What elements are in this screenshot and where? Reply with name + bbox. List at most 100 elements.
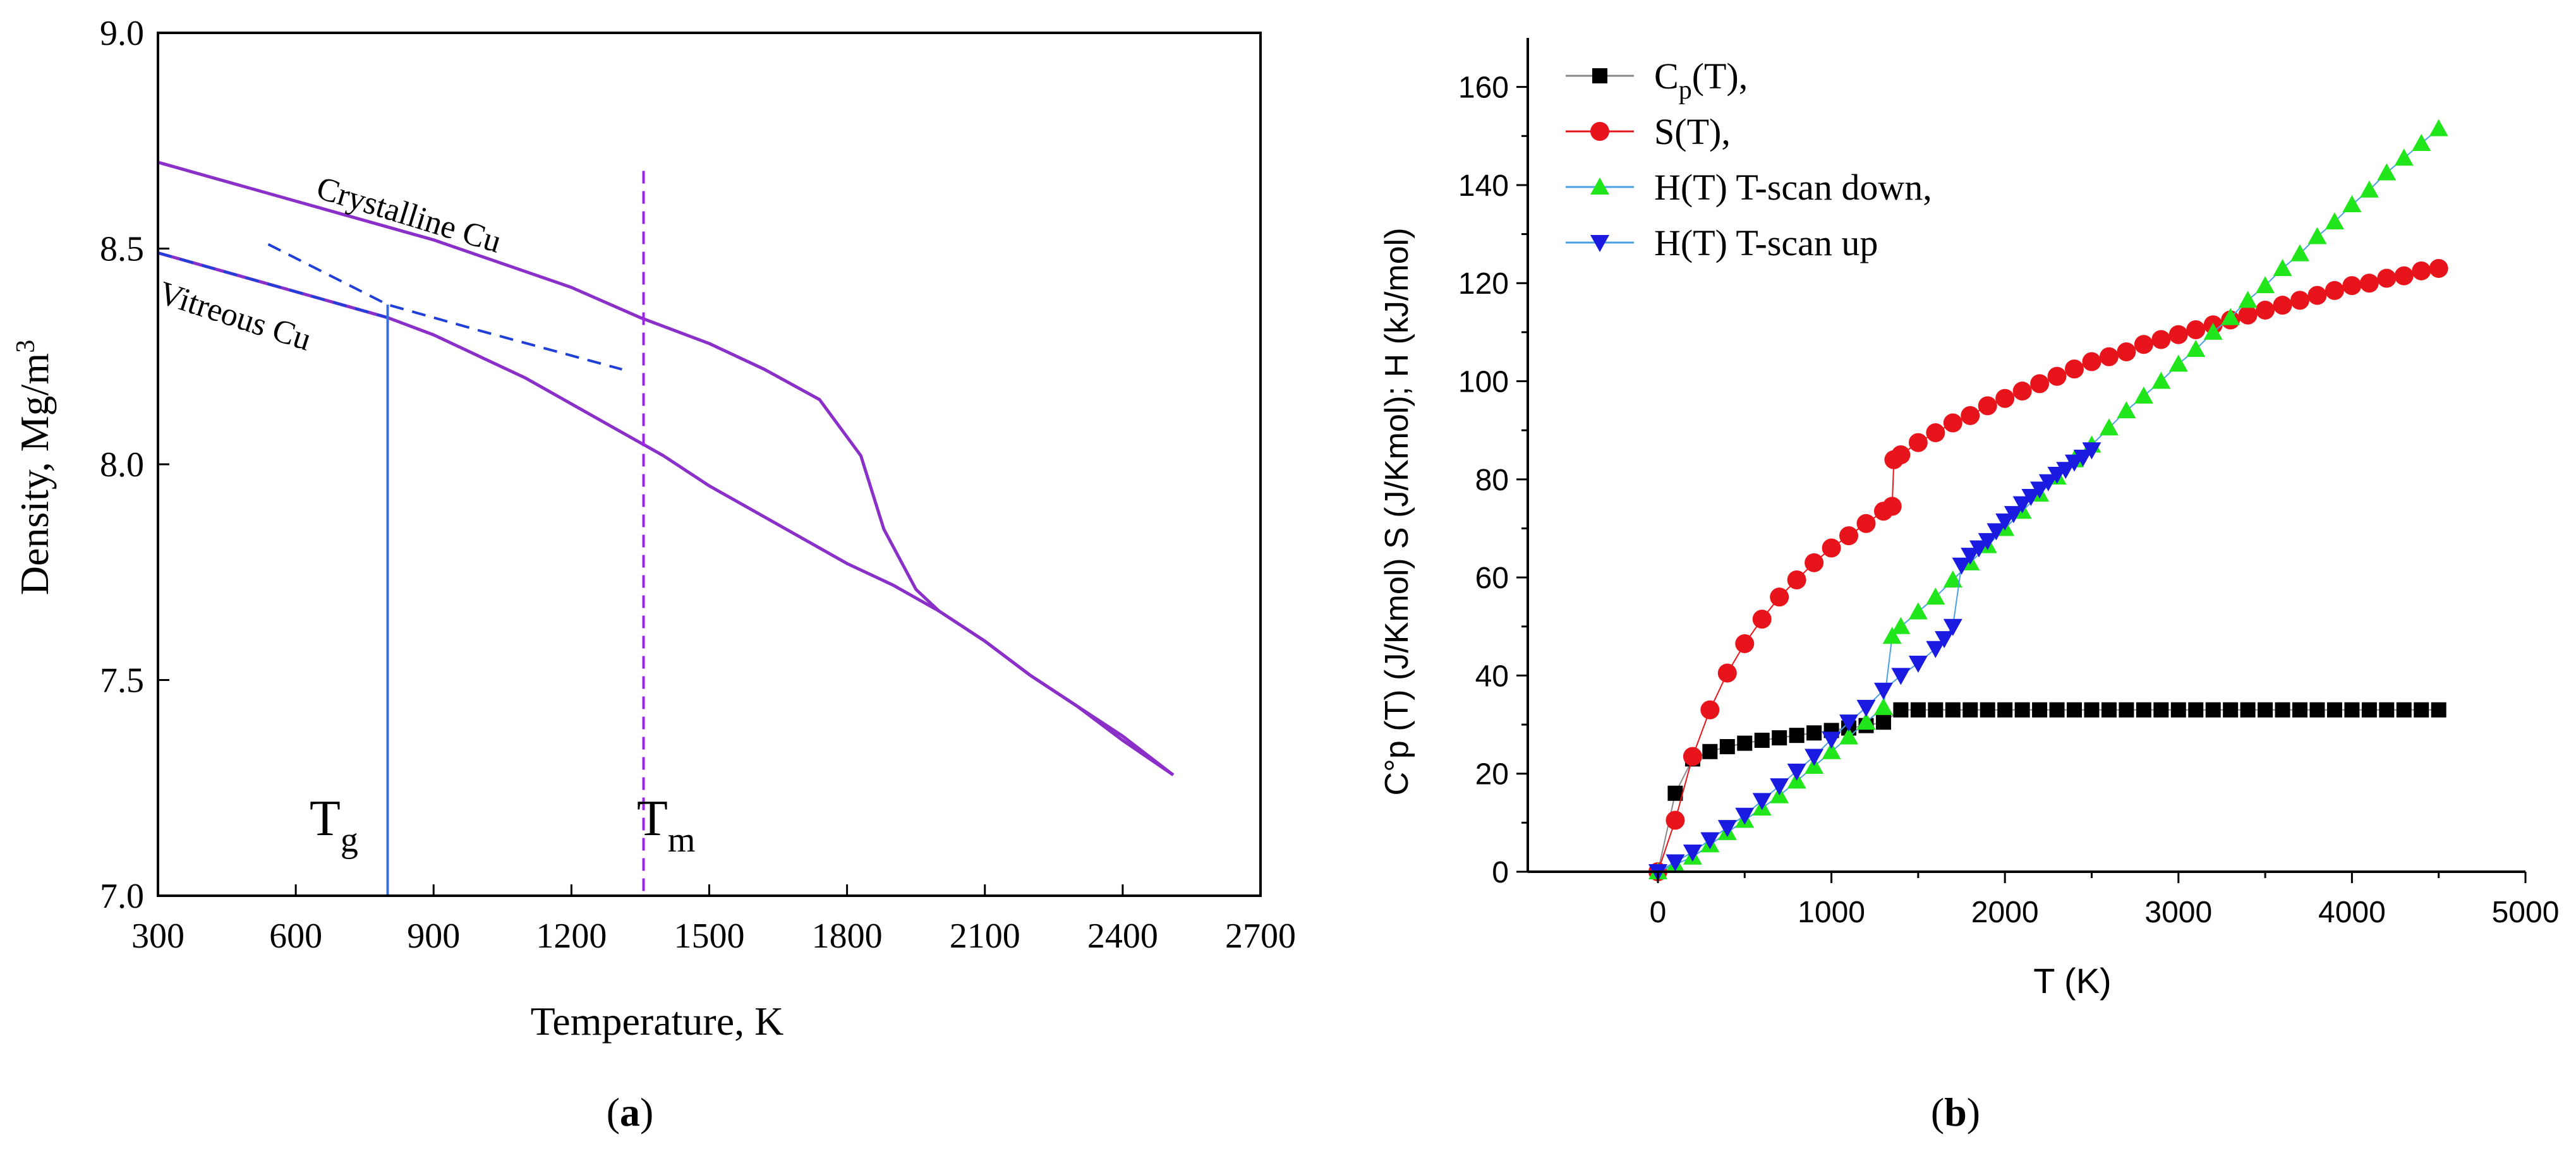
panel-b-point [1805, 553, 1824, 572]
panel-b-point [1910, 702, 1926, 718]
panel-b-point [1789, 728, 1805, 744]
panel-b-point [1882, 497, 1902, 516]
panel-b-series-3 [1648, 442, 2101, 881]
panel-b-point [2414, 702, 2429, 718]
panel-b-point [2359, 180, 2379, 198]
panel-b-point [2342, 195, 2362, 212]
panel-b-point [1926, 423, 1945, 443]
panel-b-point [1873, 682, 1893, 700]
panel-b-point [1822, 538, 1841, 558]
panel-b-point [2256, 276, 2275, 294]
panel-b-y-tick-label: 20 [1475, 758, 1509, 792]
panel-b-legend-item-0: Cp(T), [1566, 56, 1748, 105]
panel-a-chart: 300 600 900 1200 1500 1800 2100 2400 2700 7.0 7.5 8… [11, 14, 1296, 1135]
panel-b-legend-label: H(T) T-scan up [1654, 222, 1878, 263]
panel-b-point [1702, 744, 1718, 759]
panel-b-legend-marker [1592, 68, 1607, 83]
panel-b-legend-marker [1590, 235, 1609, 252]
panel-a-x-tick-label: 900 [407, 917, 460, 956]
panel-b-point [2238, 291, 2258, 308]
panel-b-legend: Cp(T), S(T), H(T) T-scan down, H(T) T-scan … [1566, 56, 1932, 263]
panel-b-point [1875, 714, 1891, 730]
panel-b-point [1995, 513, 2015, 531]
panel-b-point [1700, 700, 1720, 719]
panel-b-point [1978, 396, 1997, 416]
panel-b-point [1805, 749, 1824, 766]
panel-b-point [1735, 634, 1755, 653]
panel-b-point [2273, 258, 2292, 276]
panel-b-point [1666, 854, 1685, 872]
panel-b-point [2136, 702, 2151, 718]
panel-b-point [1822, 742, 1841, 759]
panel-b-point [1735, 807, 1755, 825]
panel-b-point [2067, 702, 2083, 718]
panel-a-y-axis-title: Density, Mg/m3 [11, 340, 57, 595]
panel-a-curve-0 [157, 160, 1175, 776]
panel-b-point [2004, 506, 2023, 524]
panel-b-point [2221, 308, 2240, 325]
panel-b-point [2168, 354, 2188, 372]
panel-b-point [2151, 371, 2171, 389]
panel-a-x-tick-label: 2100 [950, 917, 1020, 956]
panel-b-point [2379, 702, 2395, 718]
panel-b-point [1839, 714, 1859, 732]
panel-b-point [1961, 406, 1980, 425]
panel-b-x-tick-label: 0 [1650, 896, 1667, 929]
panel-b-point [1926, 587, 1945, 605]
panel-b-legend-label: Cp(T), [1654, 56, 1748, 105]
panel-b-point [1752, 793, 1772, 810]
panel-a-label-vitreous: Vitreous Cu [154, 275, 315, 358]
panel-b-point [2188, 702, 2204, 718]
panel-b-point [1772, 730, 1787, 746]
panel-a-fit-line-1 [267, 243, 622, 371]
panel-b-legend-marker [1590, 178, 1609, 195]
panel-b-point [2361, 702, 2377, 718]
panel-b-point [2273, 296, 2292, 315]
panel-b-point [1952, 557, 1971, 575]
panel-b-point [2412, 261, 2431, 280]
panel-b-ticks: 0 1000 2000 3000 4000 5000 0 20 40 60 80 100 120 140 1… [1458, 71, 2559, 929]
panel-b-point [1935, 631, 1954, 649]
panel-b-point [2030, 481, 2050, 499]
panel-b-legend-label: H(T) T-scan down, [1654, 167, 1932, 208]
panel-b-point [2325, 212, 2344, 230]
panel-a-x-tick-label: 1800 [812, 917, 883, 956]
panel-b-point [2412, 133, 2431, 151]
panel-b-x-tick-label: 4000 [2318, 896, 2386, 929]
panel-b-x-tick-label: 1000 [1798, 896, 1865, 929]
panel-b-legend-item-3: H(T) T-scan up [1566, 222, 1878, 263]
panel-b-point [1719, 739, 1735, 754]
panel-b-series-line-0 [1657, 709, 2439, 872]
panel-b-point [1891, 445, 1911, 464]
panel-b-point [2153, 702, 2169, 718]
panel-a-y-tick-label: 8.0 [100, 445, 144, 485]
panel-a-fit-line-0 [157, 251, 389, 319]
panel-b-point [1754, 732, 1770, 748]
panel-b-point [2186, 340, 2206, 358]
panel-b-point [2101, 702, 2117, 718]
panel-b-y-tick-label: 160 [1458, 71, 1509, 105]
panel-a-x-tick-label: 1200 [536, 917, 607, 956]
panel-b-point [2082, 352, 2101, 371]
panel-b-point [1666, 810, 1685, 830]
panel-a-vertical-lines [386, 171, 645, 896]
panel-a-x-tick-label: 2700 [1225, 917, 1296, 956]
panel-b-point [2065, 359, 2084, 379]
panel-b-series-0 [1650, 702, 2446, 879]
panel-b-point [2275, 702, 2290, 718]
panel-b-point [2223, 702, 2239, 718]
panel-b-legend-marker [1590, 122, 1609, 141]
panel-b-point [2099, 418, 2119, 436]
panel-b-point [1717, 820, 1737, 838]
panel-a-caption: (a) [607, 1090, 654, 1135]
panel-b-point [1945, 702, 1961, 718]
panel-b-y-tick-label: 100 [1458, 366, 1509, 399]
panel-b-point [2344, 702, 2360, 718]
panel-b-point [1822, 732, 1841, 749]
panel-b-point [1908, 656, 1928, 673]
panel-b-point [2134, 335, 2153, 354]
panel-b-point [2307, 227, 2327, 244]
panel-a-y-tick-label: 7.5 [100, 661, 144, 701]
panel-a-curve-1 [157, 251, 1175, 776]
